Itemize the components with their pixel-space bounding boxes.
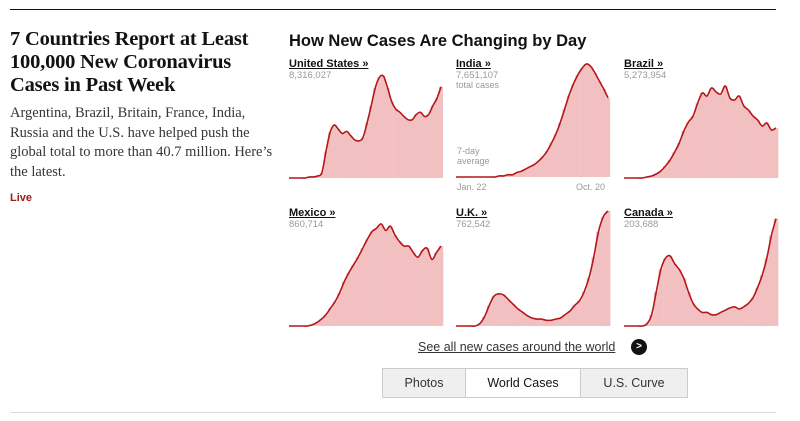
article-summary: Argentina, Brazil, Britain, France, Indi… <box>10 105 273 180</box>
date-end-label: Oct. 20 <box>576 182 606 192</box>
seven-day-average-line <box>289 74 442 179</box>
date-start-label: Jan. 22 <box>457 182 487 192</box>
seven-day-average-line <box>455 210 609 327</box>
chart-svg <box>289 74 443 179</box>
tab-us-curve[interactable]: U.S. Curve <box>581 368 688 398</box>
case-total: 8,316,027 <box>289 70 332 81</box>
top-rule <box>10 9 776 10</box>
chart-panel-mexico: Mexico » 860,714 <box>288 207 444 329</box>
chart-panel-india: India » 7,651,107 total cases 7-day aver… <box>455 58 611 192</box>
case-total: 203,688 <box>624 219 659 230</box>
average-annotation-line1: 7-day <box>457 146 480 156</box>
see-all-cases-link[interactable]: See all new cases around the world <box>418 340 616 354</box>
seven-day-average-line <box>288 223 442 327</box>
seven-day-average-line <box>623 218 777 327</box>
chart-panel-brazil: Brazil » 5,273,954 <box>624 58 779 180</box>
chart-svg <box>288 223 444 327</box>
cases-area <box>624 218 776 327</box>
tab-world-cases[interactable]: World Cases <box>466 368 581 398</box>
chart-svg <box>455 210 611 327</box>
live-label: Live <box>10 192 33 204</box>
country-link-mexico[interactable]: Mexico » <box>289 207 336 219</box>
chart-svg <box>624 85 779 179</box>
country-link-united-states[interactable]: United States » <box>289 58 369 70</box>
cases-area <box>289 75 441 179</box>
tab-bar: Photos World Cases U.S. Curve <box>382 368 688 398</box>
case-total: 762,542 <box>456 219 491 230</box>
chart-svg <box>455 63 611 178</box>
tab-photos[interactable]: Photos <box>382 368 466 398</box>
seven-day-average-line <box>455 63 609 178</box>
average-annotation-line2: average <box>457 156 490 166</box>
case-total: 7,651,107 <box>456 70 499 81</box>
article-headline[interactable]: 7 Countries Report at Least 100,000 New … <box>10 28 249 96</box>
country-link-brazil[interactable]: Brazil » <box>624 58 664 70</box>
chart-svg <box>623 218 779 327</box>
country-link-india[interactable]: India » <box>456 58 491 70</box>
country-link-canada[interactable]: Canada » <box>624 207 673 219</box>
country-link-uk[interactable]: U.K. » <box>456 207 488 219</box>
case-total: 860,714 <box>289 219 324 230</box>
chart-panel-canada: Canada » 203,688 <box>623 207 779 329</box>
chevron-right-icon[interactable]: > <box>631 339 647 355</box>
total-cases-note: total cases <box>456 80 500 90</box>
cases-area <box>456 63 608 178</box>
cases-area <box>624 85 776 179</box>
case-total: 5,273,954 <box>624 70 667 81</box>
seven-day-average-line <box>624 85 777 179</box>
chart-panel-uk: U.K. » 762,542 <box>455 207 611 329</box>
bottom-rule <box>10 412 776 413</box>
chart-panel-united-states: United States » 8,316,027 <box>289 58 443 180</box>
section-title: How New Cases Are Changing by Day <box>289 32 587 50</box>
cases-area <box>289 223 441 327</box>
